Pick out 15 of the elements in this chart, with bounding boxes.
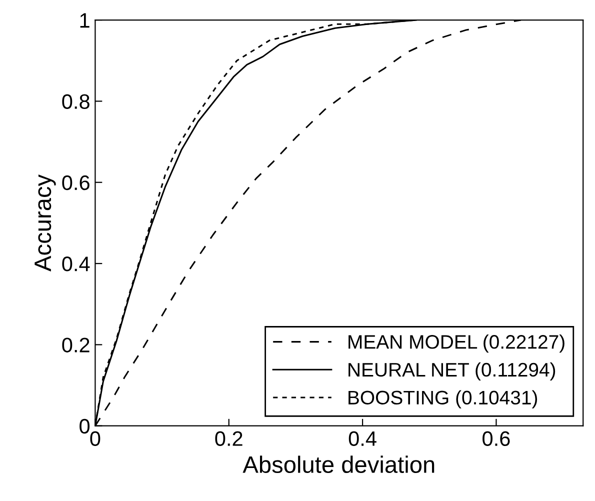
y-tick-label: 0.6 (62, 175, 90, 190)
y-tick-label: 0.2 (62, 338, 90, 352)
x-axis-title: Absolute deviation (242, 456, 434, 474)
legend-label: BOOSTING (0.10431) (348, 390, 538, 408)
y-tick-label: 0.4 (62, 256, 90, 272)
y-tick-label: 1 (80, 13, 90, 28)
x-tick-label: 0.4 (348, 431, 376, 446)
y-tick-label: 0 (80, 418, 90, 434)
x-tick-label: 0.6 (482, 431, 510, 446)
x-tick-label: 0.2 (215, 431, 242, 446)
legend-label: MEAN MODEL (0.22127) (348, 334, 564, 353)
y-tick-label: 0.8 (62, 94, 90, 109)
x-tick-label: 0 (90, 431, 100, 446)
y-axis-title: Accuracy (34, 174, 56, 272)
legend-label: NEURAL NET (0.11294) (348, 362, 556, 380)
